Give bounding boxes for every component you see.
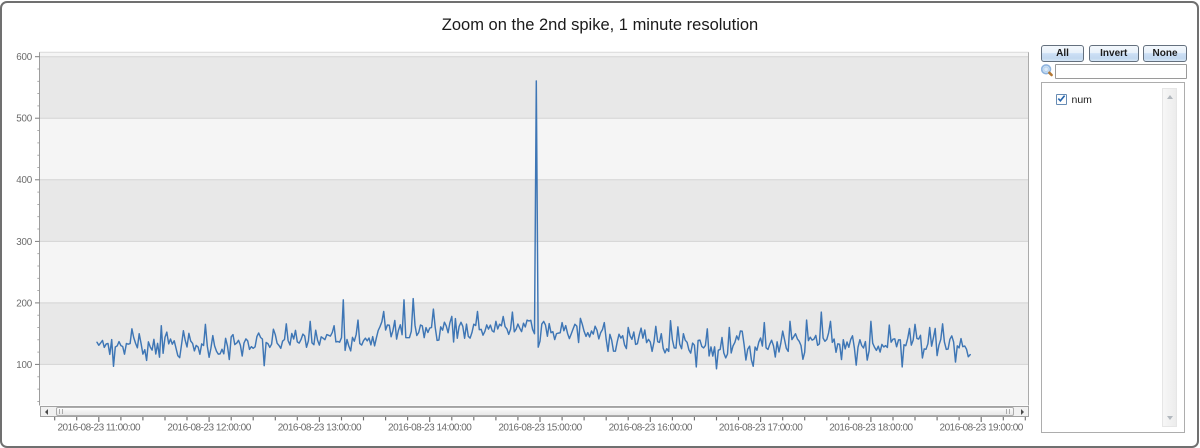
- svg-text:2016-08-23 14:00:00: 2016-08-23 14:00:00: [388, 423, 472, 434]
- svg-text:2016-08-23 13:00:00: 2016-08-23 13:00:00: [278, 423, 362, 434]
- svg-text:500: 500: [16, 114, 32, 125]
- svg-text:2016-08-23 15:00:00: 2016-08-23 15:00:00: [498, 423, 582, 434]
- svg-text:2016-08-23 11:00:00: 2016-08-23 11:00:00: [57, 423, 141, 434]
- svg-text:400: 400: [16, 175, 32, 186]
- svg-text:300: 300: [16, 237, 32, 248]
- svg-text:2016-08-23 18:00:00: 2016-08-23 18:00:00: [829, 423, 913, 434]
- svg-text:100: 100: [16, 360, 32, 371]
- svg-text:2016-08-23 17:00:00: 2016-08-23 17:00:00: [719, 423, 803, 434]
- svg-text:2016-08-23 16:00:00: 2016-08-23 16:00:00: [609, 423, 693, 434]
- svg-text:600: 600: [16, 52, 32, 63]
- svg-text:2016-08-23 19:00:00: 2016-08-23 19:00:00: [940, 423, 1024, 434]
- svg-text:200: 200: [16, 298, 32, 309]
- svg-text:2016-08-23 12:00:00: 2016-08-23 12:00:00: [167, 423, 251, 434]
